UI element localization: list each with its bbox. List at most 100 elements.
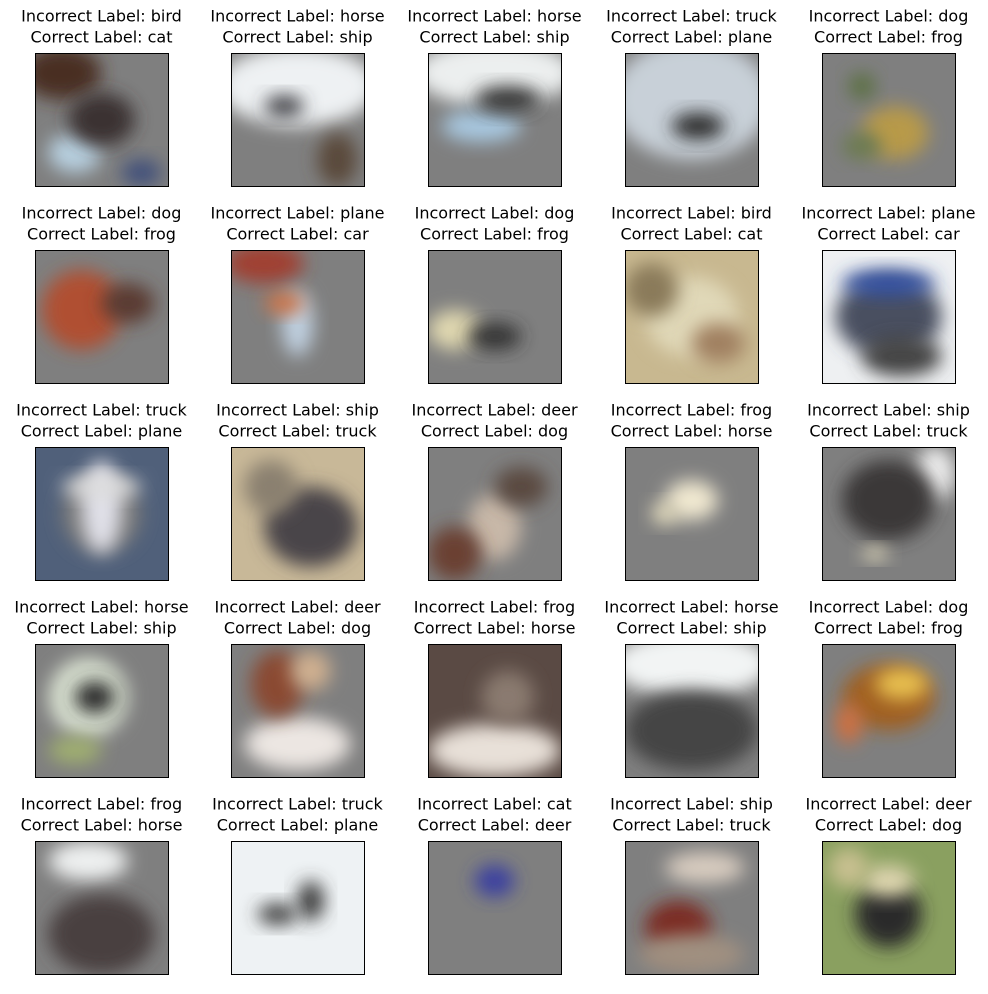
image-frame: [822, 841, 956, 975]
incorrect-label: Incorrect Label: cat: [417, 795, 571, 814]
image-blob: [861, 336, 942, 377]
image-blob: [297, 880, 325, 921]
correct-label: Correct Label: horse: [21, 816, 183, 835]
image: [35, 250, 168, 383]
image-blob: [231, 250, 305, 284]
image-frame: [625, 841, 759, 975]
image: [625, 841, 758, 974]
image: [231, 250, 364, 383]
incorrect-label: Incorrect Label: dog: [809, 7, 969, 26]
image-blob: [244, 460, 298, 514]
image-content: [257, 880, 325, 925]
correct-label: Correct Label: dog: [224, 619, 371, 638]
incorrect-label: Incorrect Label: dog: [22, 204, 182, 223]
image: [428, 841, 561, 974]
image-content: [841, 72, 929, 160]
image: [625, 447, 758, 580]
image-blob: [41, 269, 122, 350]
image-content: [41, 269, 155, 350]
image-blob: [428, 723, 561, 777]
image: [625, 53, 758, 186]
image-frame: [231, 841, 365, 975]
correct-label: Correct Label: frog: [420, 225, 569, 244]
image-blob: [841, 460, 936, 541]
image: [822, 250, 955, 383]
incorrect-label: Incorrect Label: deer: [411, 401, 577, 420]
image-blob: [861, 546, 889, 561]
image-blob: [638, 934, 745, 974]
image-blob: [250, 650, 305, 718]
image-content: [231, 53, 364, 186]
incorrect-label: Incorrect Label: dog: [415, 204, 575, 223]
image-content: [428, 309, 522, 350]
image-frame: [428, 250, 562, 384]
image-blob: [68, 92, 135, 147]
image-frame: [822, 447, 956, 581]
image: [35, 447, 168, 580]
image-blob: [428, 309, 482, 350]
image-blob: [264, 292, 305, 314]
image-background: [231, 841, 364, 974]
image-blob: [441, 110, 522, 143]
image-frame: [625, 250, 759, 384]
image-blob: [841, 132, 882, 160]
image-frame: [35, 53, 169, 187]
incorrect-label: Incorrect Label: deer: [214, 598, 380, 617]
image-blob: [74, 681, 115, 714]
image-frame: [231, 644, 365, 778]
image-blob: [691, 323, 745, 364]
image-frame: [625, 53, 759, 187]
image-content: [244, 460, 358, 567]
correct-label: Correct Label: ship: [616, 619, 766, 638]
image-content: [231, 250, 314, 357]
image-frame: [822, 250, 956, 384]
image-blob: [625, 690, 758, 771]
image-frame: [35, 250, 169, 384]
image-content: [428, 670, 561, 777]
image-blob: [664, 480, 719, 521]
image-blob: [835, 276, 942, 357]
image: [822, 53, 955, 186]
image-content: [48, 657, 129, 764]
image-blob: [625, 644, 758, 698]
correct-label: Correct Label: truck: [218, 422, 377, 441]
image-blob: [474, 864, 515, 897]
correct-label: Correct Label: cat: [621, 225, 763, 244]
image: [822, 841, 955, 974]
correct-label: Correct Label: deer: [418, 816, 572, 835]
image-blob: [841, 269, 936, 297]
image-content: [244, 650, 351, 771]
image-content: [638, 851, 745, 974]
image-content: [48, 841, 155, 974]
image-content: [835, 663, 936, 744]
correct-label: Correct Label: dog: [421, 422, 568, 441]
incorrect-label: Incorrect Label: plane: [802, 204, 976, 223]
image: [428, 53, 561, 186]
image-frame: [231, 250, 365, 384]
correct-label: Correct Label: car: [226, 225, 369, 244]
image-content: [828, 847, 922, 948]
image-frame: [231, 53, 365, 187]
image-frame: [625, 644, 759, 778]
image-blob: [835, 703, 862, 744]
image-blob: [231, 53, 364, 127]
incorrect-label: Incorrect Label: horse: [210, 7, 384, 26]
image-content: [835, 269, 942, 377]
image-frame: [428, 53, 562, 187]
incorrect-label: Incorrect Label: dog: [809, 598, 969, 617]
image-content: [474, 864, 515, 897]
image-blob: [664, 851, 745, 884]
incorrect-label: Incorrect Label: horse: [14, 598, 188, 617]
image-blob: [651, 502, 679, 525]
image-content: [428, 53, 561, 143]
correct-label: Correct Label: dog: [815, 816, 962, 835]
incorrect-label: Incorrect Label: truck: [212, 795, 383, 814]
incorrect-label: Incorrect Label: horse: [407, 7, 581, 26]
image: [822, 644, 955, 777]
image-content: [61, 460, 142, 554]
image: [428, 250, 561, 383]
correct-label: Correct Label: horse: [414, 619, 576, 638]
image: [625, 250, 758, 383]
image-blob: [121, 159, 162, 186]
